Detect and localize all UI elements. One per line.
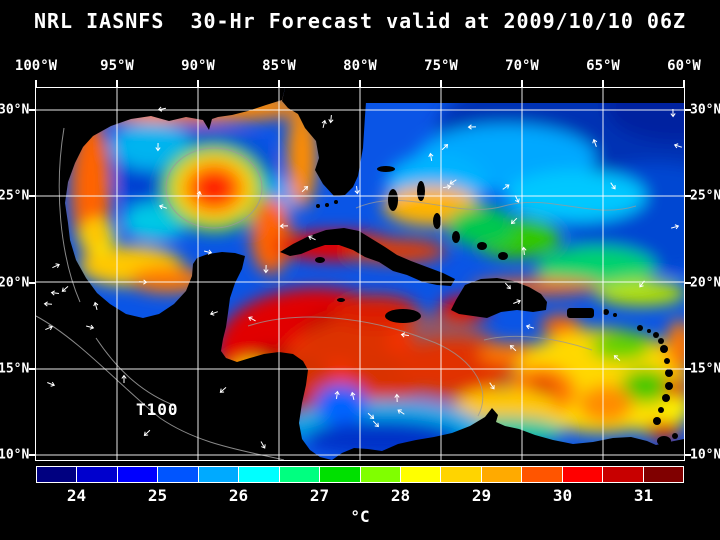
colorbar-segment [117, 466, 159, 483]
colorbar-segment [360, 466, 401, 483]
lat-tick-label-right: 25°N [690, 188, 720, 204]
colorbar-segment [562, 466, 604, 483]
lat-tick-label-left: 30°N [0, 102, 30, 118]
lon-tick-label: 85°W [262, 58, 296, 74]
lat-tick-label-right: 30°N [690, 102, 720, 118]
colorbar-tick-label: 26 [228, 486, 249, 505]
colorbar-segment [643, 466, 684, 483]
lat-tick-mark-right [684, 281, 691, 284]
lat-tick-mark-left [29, 281, 36, 284]
lon-tick-label: 65°W [586, 58, 620, 74]
lon-tick-label: 60°W [667, 58, 701, 74]
temperature-map-canvas [36, 88, 684, 460]
colorbar-segment [158, 466, 199, 483]
colorbar-segment [239, 466, 280, 483]
land-masses [36, 88, 684, 460]
lat-tick-mark-right [684, 109, 691, 111]
land-jamaica [385, 309, 421, 323]
lon-tick-label: 70°W [505, 58, 539, 74]
lat-tick-mark-left [29, 109, 36, 111]
lat-tick-mark-left [29, 367, 36, 370]
land-hispaniola [451, 278, 547, 318]
lon-tick-mark [197, 80, 199, 87]
colorbar-unit-label: °C [350, 507, 370, 526]
land-lesser-antilles [603, 309, 678, 446]
lat-tick-mark-left [29, 195, 36, 198]
colorbar-tick-label: 29 [471, 486, 492, 505]
colorbar-segment [77, 466, 118, 483]
lon-tick-mark [359, 80, 361, 87]
colorbar-tick-label: 25 [147, 486, 168, 505]
colorbar-segment [603, 466, 644, 483]
lon-tick-mark [683, 80, 685, 87]
lat-tick-label-right: 20°N [690, 275, 720, 290]
lat-tick-label-left: 25°N [0, 188, 30, 204]
colorbar-segment [36, 466, 78, 483]
land-isle-of-youth [315, 257, 325, 263]
colorbar-segment [441, 466, 482, 483]
colorbar-tick-label: 28 [390, 486, 411, 505]
lat-tick-mark-right [684, 195, 691, 198]
lat-tick-label-left: 15°N [0, 361, 30, 377]
lon-tick-label: 80°W [343, 58, 377, 74]
colorbar-tick-label: 24 [66, 486, 87, 505]
lon-tick-label: 90°W [181, 58, 215, 74]
lon-tick-mark [278, 80, 280, 87]
coastline-contours [36, 127, 285, 460]
grid-lines [36, 88, 684, 460]
lon-tick-label: 95°W [100, 58, 134, 74]
land-mainland [36, 88, 332, 460]
lat-tick-label-right: 15°N [690, 361, 720, 377]
lon-tick-mark [521, 80, 523, 87]
colorbar-segment [198, 466, 240, 483]
lon-tick-mark [116, 80, 118, 87]
lon-tick-mark [440, 80, 442, 87]
colorbar-segment [481, 466, 523, 483]
land-cuba [280, 228, 455, 286]
lat-tick-mark-right [684, 367, 691, 370]
land-cayman [337, 298, 345, 302]
figure-title: NRL IASNFS 30-Hr Forecast valid at 2009/… [33, 9, 687, 33]
colorbar-segment [400, 466, 442, 483]
lat-tick-label-left: 20°N [0, 275, 30, 290]
lat-tick-mark-right [684, 454, 691, 456]
colorbar-tick-label: 27 [309, 486, 330, 505]
land-south-america [332, 408, 684, 460]
lon-tick-mark [602, 80, 604, 87]
isotherm-contours [165, 147, 637, 417]
land-florida-keys [316, 200, 338, 208]
colorbar-segment [320, 466, 361, 483]
colorbar-tick-label: 30 [552, 486, 573, 505]
lat-tick-label-right: 10°N [690, 447, 720, 463]
depth-annotation: T100 [136, 400, 179, 419]
land-florida [282, 88, 367, 196]
colorbar-tick-label: 31 [633, 486, 654, 505]
map-frame: T100 [35, 87, 685, 461]
lon-tick-label: 75°W [424, 58, 458, 74]
current-vectors [43, 106, 682, 449]
lon-tick-label: 100°W [14, 58, 58, 74]
colorbar-segment [279, 466, 321, 483]
land-puerto-rico [567, 308, 594, 318]
colorbar [36, 466, 684, 483]
domain-boundary-band [344, 88, 684, 103]
land-bahamas [377, 166, 508, 260]
lat-tick-mark-left [29, 454, 36, 456]
lon-tick-mark [35, 80, 37, 87]
colorbar-segment [522, 466, 563, 483]
lat-tick-label-left: 10°N [0, 447, 30, 463]
